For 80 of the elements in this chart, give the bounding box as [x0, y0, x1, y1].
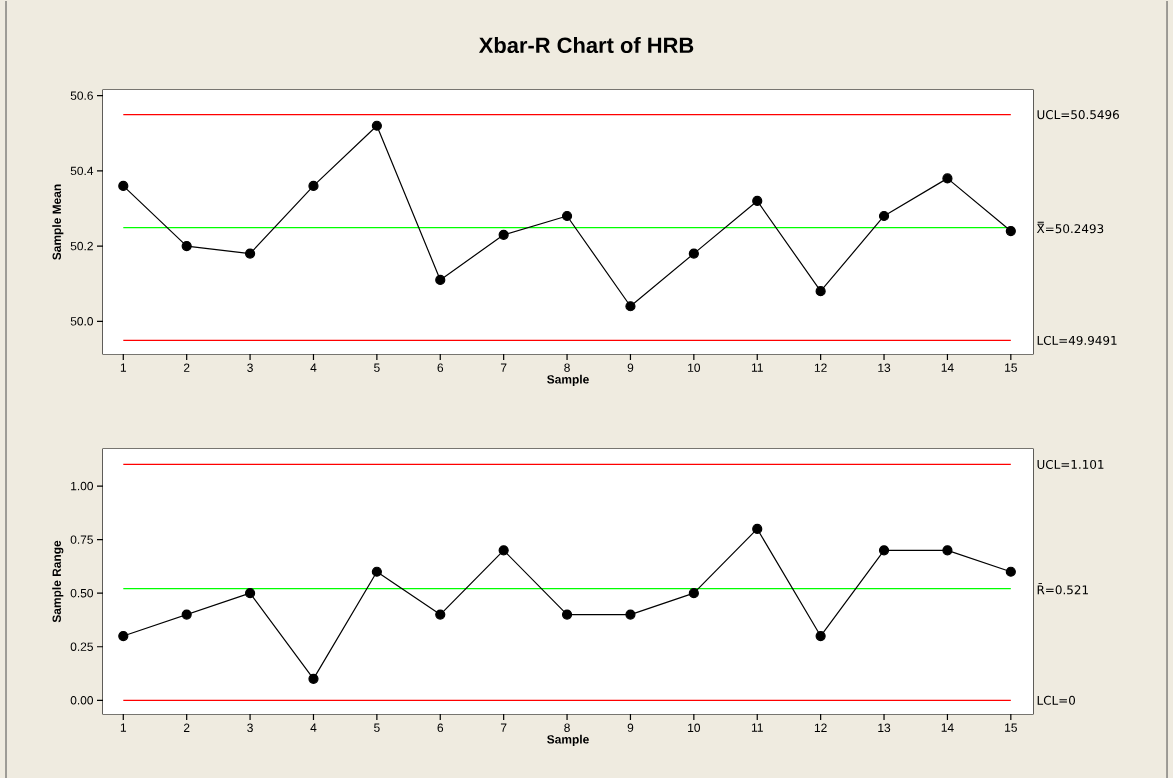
x-tick-label: 7 — [500, 723, 507, 732]
y-tick-label: 50.6 — [70, 91, 93, 100]
point — [752, 195, 763, 206]
point — [244, 248, 256, 259]
x-tick-label: 13 — [878, 363, 891, 372]
point — [1005, 225, 1016, 236]
point — [942, 173, 953, 184]
point — [371, 120, 382, 131]
x-tick-label: 1 — [120, 723, 127, 732]
x-axis-title: Sample — [547, 734, 589, 746]
point — [815, 285, 826, 297]
point — [752, 523, 763, 534]
x-tick-label: 3 — [247, 363, 253, 372]
x-tick-label: 5 — [374, 363, 380, 372]
y-tick-label: 0.25 — [70, 642, 93, 651]
y-tick-label: 0.75 — [70, 535, 93, 544]
y-axis-title: Sample Mean — [52, 184, 64, 260]
ref-line-label: R̄=0.521 — [1037, 582, 1088, 595]
x-tick-label: 2 — [183, 723, 190, 732]
x-tick-label: 3 — [247, 723, 253, 732]
point — [561, 210, 573, 221]
x-tick-label: 12 — [814, 363, 827, 372]
y-tick-label: 0.00 — [70, 695, 94, 705]
x-tick-label: 7 — [500, 363, 507, 372]
point — [498, 229, 509, 240]
x-tick-label: 5 — [374, 723, 380, 732]
point — [561, 609, 573, 620]
ref-line-label: UCL=50.5496 — [1037, 109, 1119, 119]
ref-line-label: LCL=49.9491 — [1037, 335, 1117, 345]
y-tick-label: 0.50 — [70, 588, 94, 598]
point — [435, 274, 446, 285]
point — [625, 300, 636, 312]
x-tick-label: 1 — [120, 363, 127, 372]
point — [878, 544, 890, 556]
chart-title: Xbar-R Chart of HRB — [478, 36, 694, 53]
point — [308, 673, 319, 684]
x-tick-label: 10 — [688, 363, 701, 372]
y-tick-label: 50.4 — [70, 166, 94, 175]
ref-line-label: LCL=0 — [1037, 695, 1076, 705]
y-tick-label: 50.2 — [70, 241, 93, 251]
ref-line-label: UCL=1.101 — [1037, 459, 1104, 469]
x-tick-label: 13 — [878, 723, 891, 732]
ref-line-label: X̿=50.2493 — [1036, 221, 1104, 233]
point — [625, 609, 636, 620]
point — [942, 544, 953, 556]
point — [878, 210, 890, 221]
x-tick-label: 11 — [751, 723, 763, 732]
point — [498, 544, 509, 556]
x-tick-label: 14 — [941, 723, 954, 732]
x-tick-label: 2 — [183, 363, 190, 372]
y-tick-label: 50.0 — [70, 316, 94, 326]
point — [244, 587, 256, 599]
x-tick-label: 4 — [310, 363, 317, 372]
x-tick-label: 8 — [564, 363, 570, 372]
x-tick-label: 15 — [1005, 723, 1017, 732]
point — [435, 609, 446, 620]
point — [308, 180, 319, 191]
x-tick-label: 8 — [564, 723, 570, 732]
x-tick-label: 9 — [627, 363, 634, 372]
point — [815, 630, 826, 641]
point — [688, 248, 699, 259]
x-tick-label: 14 — [941, 363, 954, 372]
x-tick-label: 10 — [688, 723, 701, 732]
point — [688, 587, 699, 599]
x-tick-label: 11 — [751, 363, 763, 372]
y-tick-label: 1.00 — [71, 481, 94, 491]
x-tick-label: 4 — [310, 723, 317, 732]
point — [118, 180, 129, 191]
point — [118, 630, 129, 641]
x-tick-label: 6 — [437, 363, 444, 372]
point — [371, 566, 382, 577]
x-tick-label: 12 — [814, 723, 827, 732]
x-tick-label: 6 — [437, 723, 444, 732]
y-axis-title: Sample Range — [52, 540, 64, 623]
x-axis-title: Sample — [547, 374, 589, 386]
point — [181, 609, 192, 620]
point — [181, 240, 192, 251]
point — [1005, 566, 1016, 577]
x-tick-label: 9 — [627, 723, 634, 732]
x-tick-label: 15 — [1005, 363, 1017, 372]
